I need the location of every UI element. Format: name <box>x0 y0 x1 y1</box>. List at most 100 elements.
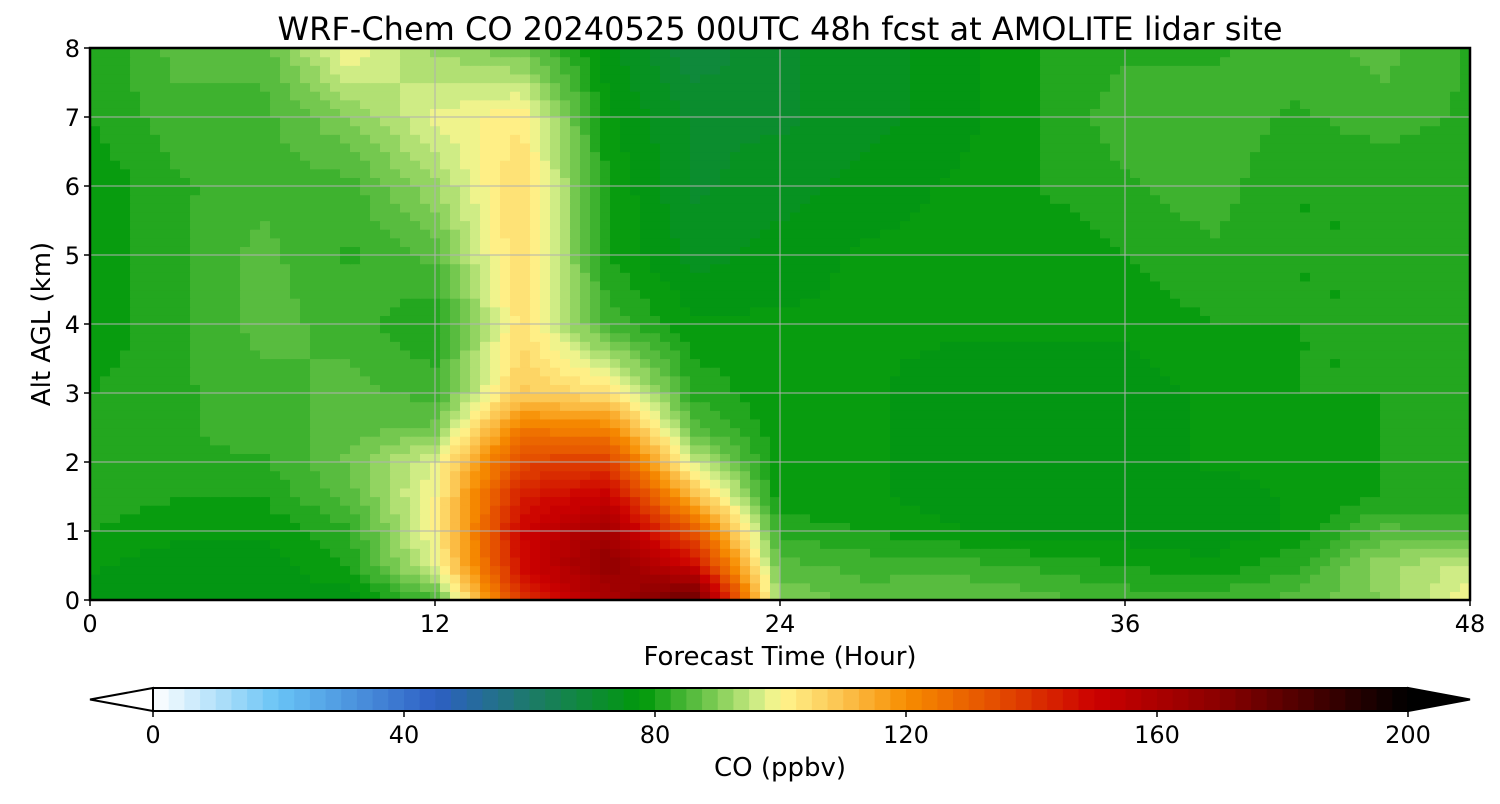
heat-cell <box>100 306 111 316</box>
heat-cell <box>1080 298 1091 308</box>
heat-cell <box>520 496 531 506</box>
heat-cell <box>860 444 871 454</box>
heat-cell <box>280 341 291 351</box>
heat-cell <box>200 470 211 480</box>
heat-cell <box>1020 410 1031 420</box>
heat-cell <box>1350 401 1361 411</box>
heat-cell <box>1330 289 1341 299</box>
heat-cell <box>850 556 861 567</box>
heat-cell <box>340 444 351 454</box>
heat-cell <box>290 462 301 472</box>
heat-cell <box>1100 513 1111 523</box>
heat-cell <box>1240 315 1251 325</box>
heat-cell <box>1250 315 1261 325</box>
heat-cell <box>490 470 501 480</box>
heat-cell <box>1180 565 1191 575</box>
heat-cell <box>700 513 711 523</box>
heat-cell <box>1260 462 1271 472</box>
heat-cell <box>970 548 981 558</box>
heat-cell <box>860 487 871 498</box>
heat-cell <box>480 289 491 299</box>
heat-cell <box>1080 513 1091 523</box>
heat-cell <box>570 453 581 463</box>
heat-cell <box>550 324 561 334</box>
heat-cell <box>1280 522 1291 532</box>
heat-cell <box>730 332 741 342</box>
heat-cell <box>910 349 921 360</box>
heat-cell <box>1240 548 1251 558</box>
heat-cell <box>170 341 181 351</box>
heat-cell <box>1190 496 1201 506</box>
heat-cell <box>900 444 911 454</box>
heat-cell <box>310 496 321 506</box>
heat-cell <box>890 410 901 420</box>
heat-cell <box>440 505 451 515</box>
heat-cell <box>840 487 851 498</box>
heat-cell <box>360 565 371 575</box>
heat-cell <box>860 306 871 316</box>
heat-cell <box>700 548 711 558</box>
heat-cell <box>730 298 741 308</box>
heat-cell <box>570 306 581 316</box>
heat-cell <box>780 332 791 342</box>
heat-cell <box>850 487 861 498</box>
heat-cell <box>700 462 711 472</box>
heat-cell <box>330 453 341 463</box>
heat-cell <box>270 358 281 368</box>
heat-cell <box>1440 436 1451 446</box>
heat-cell <box>400 582 411 592</box>
heat-cell <box>770 332 781 342</box>
heat-cell <box>590 324 601 334</box>
heat-cell <box>1000 582 1011 592</box>
heat-cell <box>1350 539 1361 549</box>
heat-cell <box>870 582 881 592</box>
heat-cell <box>970 332 981 342</box>
heat-cell <box>640 358 651 368</box>
heat-cell <box>1310 384 1321 394</box>
heat-cell <box>740 479 751 489</box>
heat-cell <box>230 487 241 498</box>
heat-cell <box>720 548 731 558</box>
heat-cell <box>1140 453 1151 463</box>
heat-cell <box>880 436 891 446</box>
heat-cell <box>740 410 751 420</box>
heat-cell <box>620 358 631 368</box>
heat-cell <box>230 280 241 291</box>
heat-cell <box>730 522 741 532</box>
heat-cell <box>750 418 761 429</box>
heat-cell <box>1190 556 1201 567</box>
heat-cell <box>140 444 151 454</box>
heat-cell <box>800 418 811 429</box>
heat-cell <box>900 418 911 429</box>
heat-cell <box>1010 401 1021 411</box>
heat-cell <box>190 582 201 592</box>
heat-cell <box>530 556 541 567</box>
heat-cell <box>1380 505 1391 515</box>
heat-cell <box>420 531 431 541</box>
heat-cell <box>190 306 201 316</box>
heat-cell <box>560 522 571 532</box>
heat-cell <box>920 410 931 420</box>
heat-cell <box>530 462 541 472</box>
heat-cell <box>1010 496 1021 506</box>
heat-cell <box>300 565 311 575</box>
heat-cell <box>590 401 601 411</box>
heat-cell <box>720 513 731 523</box>
heat-cell <box>750 393 761 403</box>
heat-cell <box>280 487 291 498</box>
heat-cell <box>290 349 301 360</box>
heat-cell <box>470 470 481 480</box>
heat-cell <box>310 375 321 385</box>
heat-cell <box>460 324 471 334</box>
heat-cell <box>830 306 841 316</box>
heat-cell <box>310 401 321 411</box>
heat-cell <box>440 582 451 592</box>
heat-cell <box>280 393 291 403</box>
heat-cell <box>1100 505 1111 515</box>
heat-cell <box>1280 410 1291 420</box>
heat-cell <box>1460 556 1470 567</box>
heat-cell <box>580 479 591 489</box>
heat-cell <box>110 453 121 463</box>
heat-cell <box>330 479 341 489</box>
heat-cell <box>1240 306 1251 316</box>
